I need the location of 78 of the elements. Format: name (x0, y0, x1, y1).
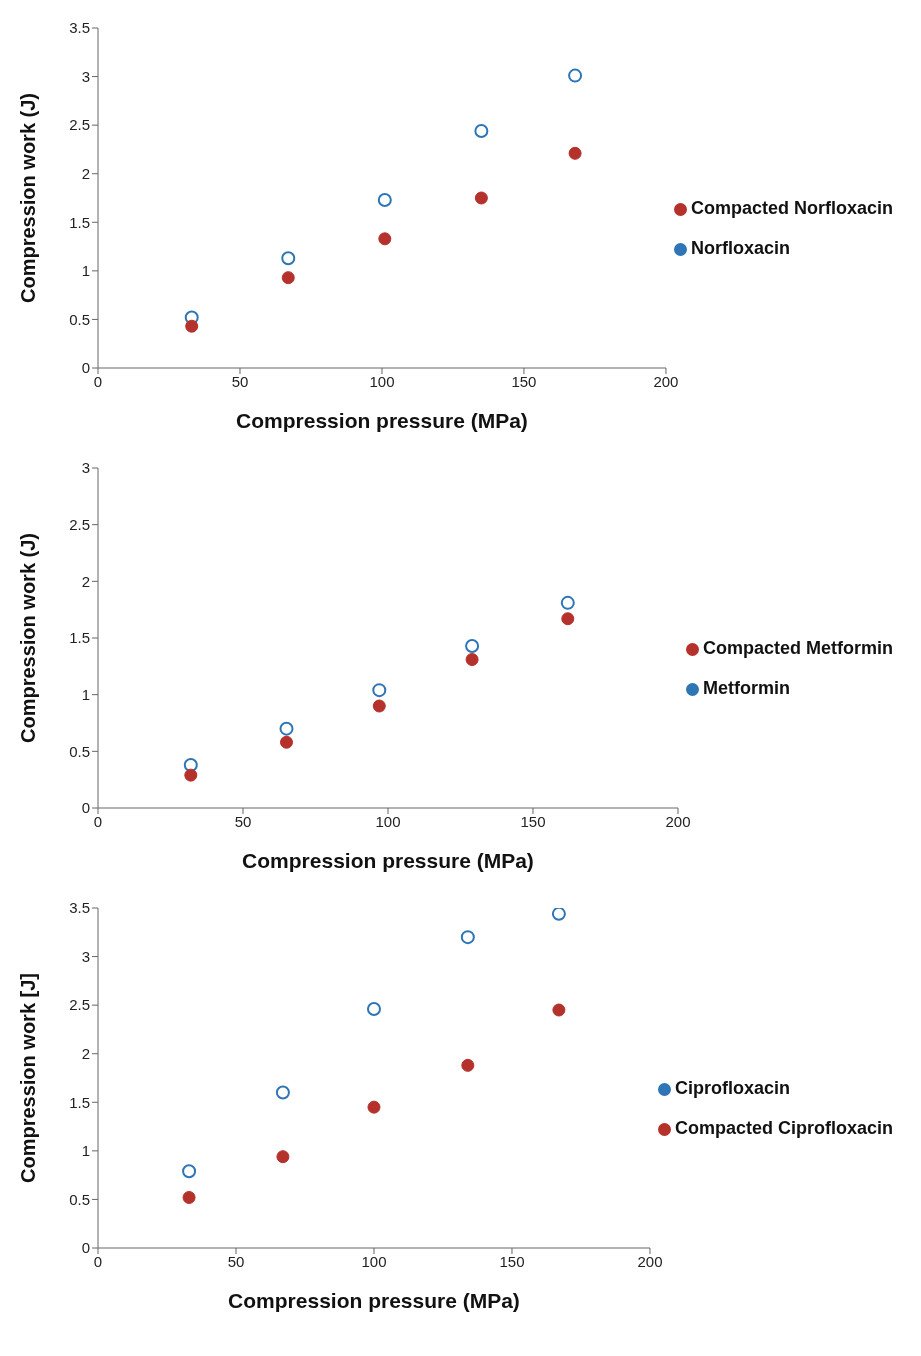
x-tick-label: 50 (231, 372, 249, 390)
y-tick-label: 0 (81, 1239, 90, 1257)
point (182, 1164, 197, 1179)
x-axis-title: Compression pressure (MPa) (242, 849, 534, 872)
point (281, 251, 296, 266)
x-tick-label: 150 (520, 812, 546, 830)
point (276, 1150, 290, 1164)
y-tick-label: 1 (81, 1142, 90, 1160)
x-tick-label: 100 (375, 812, 401, 830)
point (474, 123, 489, 138)
x-tick-label: 150 (511, 372, 537, 390)
x-axis-title: Compression pressure (MPa) (228, 1289, 520, 1312)
y-tick-label: 1.5 (69, 629, 90, 647)
point (185, 319, 199, 333)
y-tick-label: 2 (81, 1045, 90, 1063)
x-tick-label: 200 (637, 1252, 663, 1270)
y-axis-title: Compression work (J) (17, 532, 40, 744)
x-tick-label: 100 (369, 372, 395, 390)
x-tick-label: 200 (665, 812, 691, 830)
x-tick-label: 0 (93, 812, 103, 830)
point (366, 1002, 381, 1017)
legend-label: Compacted Metformin (702, 638, 893, 658)
y-tick-label: 1 (81, 685, 90, 703)
y-tick-label: 0.5 (69, 310, 90, 328)
legend-label: Compacted Ciprofloxacin (674, 1118, 893, 1138)
point (281, 271, 295, 285)
point (280, 735, 293, 749)
y-axis-title: Compression work (J) (17, 92, 40, 304)
x-tick-label: 50 (234, 812, 252, 830)
y-tick-label: 3 (81, 947, 90, 965)
y-tick-label: 3.5 (69, 899, 90, 917)
point (461, 1058, 475, 1072)
point (184, 768, 198, 782)
x-tick-label: 200 (653, 372, 679, 390)
point (279, 721, 294, 736)
x-tick-label: 0 (93, 372, 103, 390)
y-tick-label: 0 (81, 359, 90, 377)
point (372, 683, 387, 698)
point (460, 930, 475, 945)
point (568, 68, 583, 83)
point (561, 612, 575, 626)
point (378, 232, 392, 246)
legend-label: Metformin (702, 678, 790, 698)
legend-label: Norfloxacin (690, 238, 790, 258)
y-tick-label: 0.5 (69, 742, 90, 760)
point (552, 1003, 566, 1017)
x-tick-label: 0 (93, 1252, 103, 1270)
y-tick-label: 2 (81, 572, 90, 590)
point (182, 1190, 196, 1204)
x-tick-label: 150 (499, 1252, 525, 1270)
x-axis-title: Compression pressure (MPa) (236, 409, 528, 432)
y-tick-label: 0 (81, 799, 90, 817)
point (275, 1085, 290, 1100)
point (474, 191, 488, 205)
y-tick-label: 0.5 (69, 1190, 90, 1208)
y-tick-label: 3 (81, 67, 90, 85)
x-tick-label: 50 (227, 1252, 245, 1270)
point (465, 638, 480, 653)
point (465, 653, 479, 667)
y-tick-label: 3.5 (69, 19, 90, 37)
y-axis-title: Compression work [J] (17, 972, 40, 1184)
y-tick-label: 2 (81, 165, 90, 183)
y-tick-label: 3 (81, 459, 90, 477)
legend-label: Compacted Norfloxacin (690, 198, 893, 218)
x-tick-label: 100 (361, 1252, 387, 1270)
point (372, 699, 386, 713)
y-tick-label: 1.5 (69, 1093, 90, 1111)
legend-label: Ciprofloxacin (674, 1078, 790, 1098)
point (377, 192, 392, 207)
point (551, 908, 566, 921)
y-tick-label: 2.5 (69, 996, 90, 1014)
y-tick-label: 1.5 (69, 213, 90, 231)
point (367, 1100, 381, 1114)
point (560, 595, 575, 610)
y-tick-label: 1 (81, 262, 90, 280)
y-tick-label: 2.5 (69, 116, 90, 134)
y-tick-label: 2.5 (69, 515, 90, 533)
point (568, 146, 582, 160)
